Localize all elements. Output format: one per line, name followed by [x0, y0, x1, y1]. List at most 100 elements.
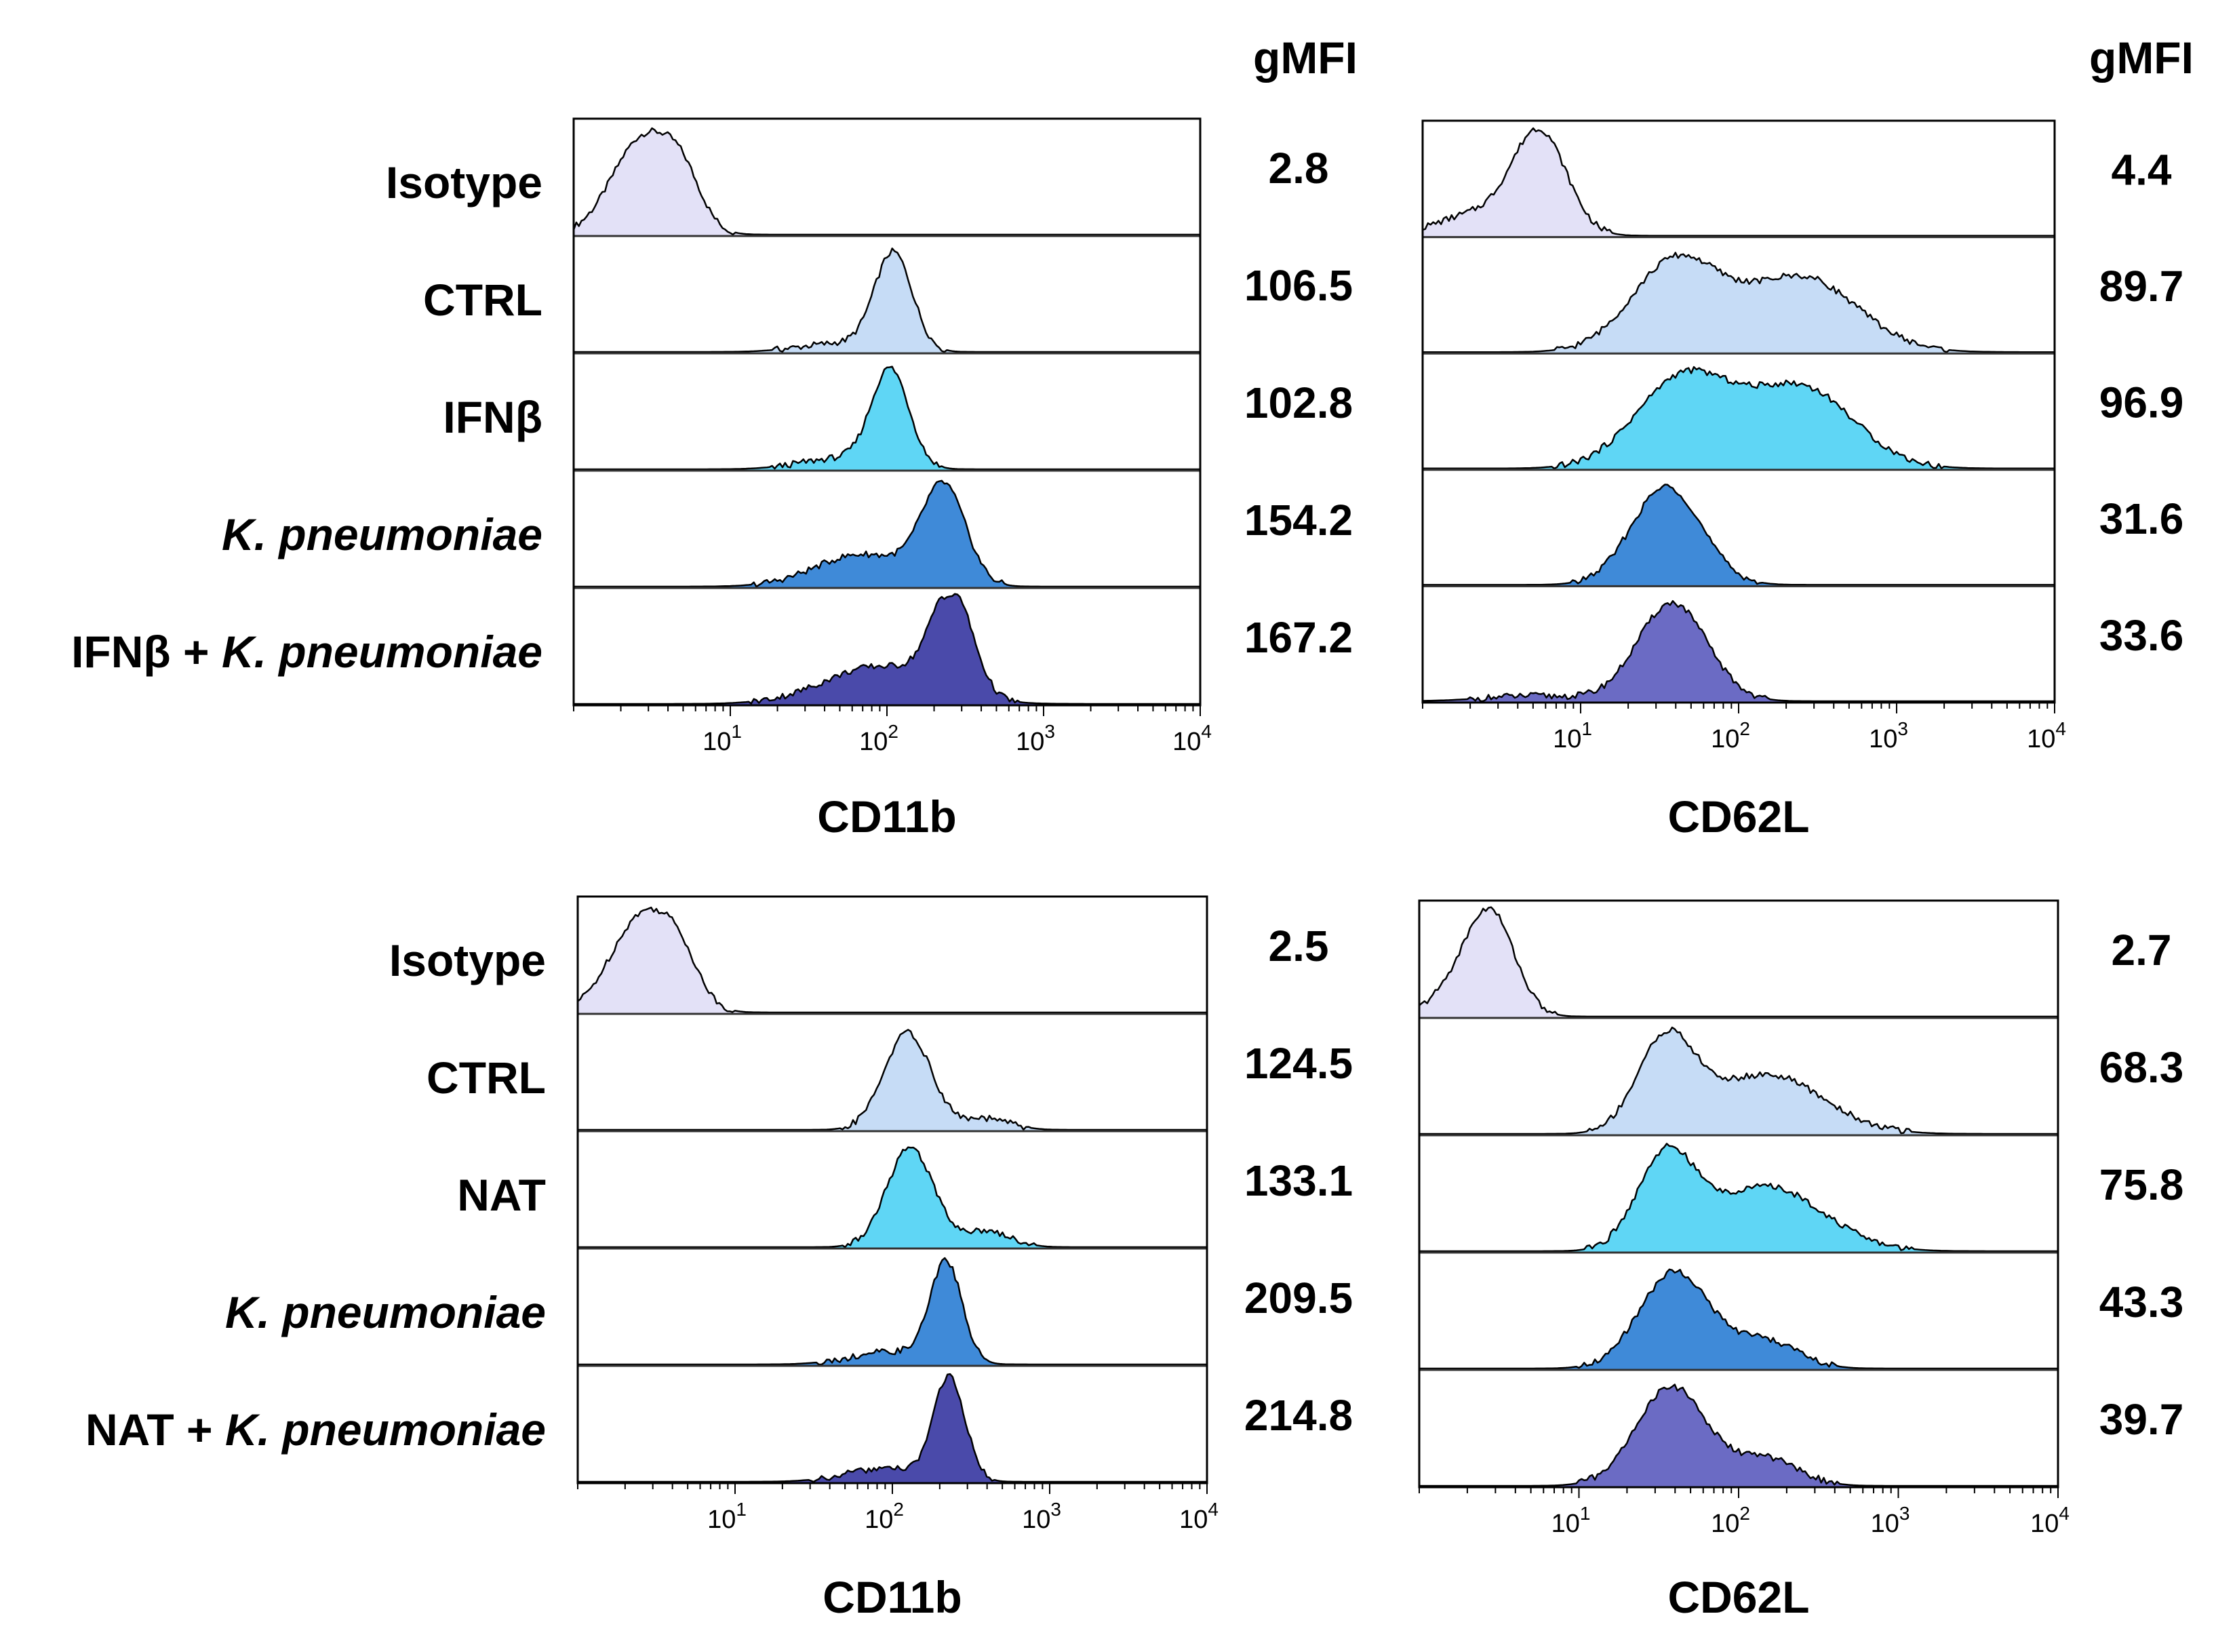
x-tick-label: 101 [703, 721, 742, 756]
gmfi-value: 214.8 [1244, 1391, 1353, 1440]
tick-base: 10 [1172, 728, 1201, 756]
gmfi-value: 39.7 [2099, 1395, 2184, 1444]
x-axis-label: CD62L [1667, 1572, 1809, 1622]
row-label: Isotype [386, 157, 542, 208]
gmfi-value: 4.4 [2112, 145, 2172, 194]
x-tick-label: 101 [1553, 718, 1592, 753]
row-label: IFNβ + K. pneumoniae [71, 627, 542, 677]
histogram-1-3 [1421, 484, 2056, 587]
tick-base: 10 [2027, 725, 2055, 753]
histogram-0-2 [572, 366, 1202, 472]
gmfi-value: 2.8 [1269, 144, 1329, 193]
row-label-part: CTRL [423, 275, 542, 325]
gmfi-header-right: gMFI [2089, 33, 2194, 83]
histogram-1-0 [1421, 127, 2056, 238]
tick-exponent: 2 [1739, 718, 1750, 739]
tick-exponent: 2 [893, 1499, 904, 1520]
row-label-part: β [515, 392, 542, 442]
tick-base: 10 [1022, 1506, 1050, 1534]
row-label: K. pneumoniae [225, 1287, 546, 1337]
histogram-2-0 [576, 906, 1208, 1015]
gmfi-value: 133.1 [1244, 1156, 1353, 1205]
row-label-part: IFN [443, 392, 515, 442]
x-tick-label: 102 [859, 721, 898, 756]
x-tick-label: 102 [865, 1499, 904, 1534]
x-tick-label: 103 [1871, 1503, 1910, 1538]
tick-base: 10 [1711, 1510, 1739, 1538]
gmfi-value: 2.7 [2112, 926, 2172, 975]
tick-exponent: 4 [2055, 718, 2066, 739]
gmfi-value: 31.6 [2099, 494, 2184, 543]
tick-base: 10 [859, 728, 888, 756]
x-tick-label: 101 [1551, 1503, 1591, 1538]
histogram-2-1 [576, 1029, 1208, 1133]
x-axis-label: CD11b [823, 1572, 962, 1622]
histogram-1-4 [1421, 599, 2056, 704]
tick-base: 10 [703, 728, 731, 756]
tick-base: 10 [2030, 1510, 2059, 1538]
gmfi-value: 102.8 [1244, 378, 1353, 427]
row-label: CTRL [423, 275, 542, 325]
histogram-1-1 [1421, 252, 2056, 355]
row-label-part: IFN [71, 627, 143, 677]
row-label: NAT [457, 1170, 546, 1220]
tick-base: 10 [1179, 1506, 1208, 1534]
histogram-3-4 [1418, 1383, 2059, 1489]
tick-exponent: 4 [1208, 1499, 1219, 1520]
histogram-3-1 [1418, 1026, 2059, 1137]
row-label-part: K. pneumoniae [222, 627, 542, 677]
histogram-2-2 [576, 1146, 1208, 1250]
tick-exponent: 3 [1044, 721, 1055, 742]
histogram-1-2 [1421, 366, 2056, 471]
row-label: NAT + K. pneumoniae [85, 1404, 546, 1455]
tick-base: 10 [1016, 728, 1044, 756]
row-label: K. pneumoniae [222, 509, 542, 559]
row-label: Isotype [389, 935, 546, 985]
gmfi-value: 124.5 [1244, 1039, 1353, 1088]
tick-exponent: 4 [2059, 1503, 2070, 1524]
gmfi-headers: gMFI gMFI [1253, 33, 2194, 83]
x-tick-label: 103 [1869, 718, 1908, 753]
row-label: IFNβ [443, 392, 542, 442]
gmfi-value: 75.8 [2099, 1160, 2184, 1209]
tick-exponent: 1 [731, 721, 742, 742]
x-tick-label: 104 [1172, 721, 1212, 756]
row-label-part: NAT [457, 1170, 546, 1220]
tick-base: 10 [1553, 725, 1581, 753]
gmfi-value: 106.5 [1244, 261, 1353, 310]
tick-base: 10 [865, 1506, 893, 1534]
row-label-part: NAT + [85, 1404, 225, 1455]
gmfi-value: 167.2 [1244, 613, 1353, 662]
gmfi-value: 96.9 [2099, 378, 2184, 427]
row-label-part: CTRL [427, 1053, 546, 1103]
row-label-part: Isotype [386, 157, 542, 208]
tick-base: 10 [1711, 725, 1739, 753]
x-tick-label: 104 [1179, 1499, 1219, 1534]
x-tick-label: 104 [2027, 718, 2066, 753]
x-tick-label: 102 [1711, 1503, 1750, 1538]
gmfi-value: 68.3 [2099, 1043, 2184, 1092]
x-tick-label: 102 [1711, 718, 1750, 753]
x-axis-label: CD62L [1667, 791, 1809, 842]
gmfi-value: 2.5 [1269, 922, 1329, 970]
row-label: CTRL [427, 1053, 546, 1103]
tick-exponent: 3 [1050, 1499, 1061, 1520]
tick-exponent: 1 [1580, 1503, 1591, 1524]
histogram-3-2 [1418, 1143, 2059, 1254]
x-axis-label: CD11b [817, 791, 956, 842]
gmfi-value: 209.5 [1244, 1274, 1353, 1322]
x-tick-label: 101 [707, 1499, 747, 1534]
tick-exponent: 1 [736, 1499, 747, 1520]
row-label-part: β [143, 627, 170, 677]
histogram-3-0 [1418, 906, 2059, 1019]
tick-exponent: 4 [1201, 721, 1212, 742]
tick-exponent: 3 [1897, 718, 1908, 739]
tick-base: 10 [707, 1506, 736, 1534]
histogram-0-1 [572, 248, 1202, 355]
gmfi-value: 154.2 [1244, 496, 1353, 545]
row-label-part: K. pneumoniae [222, 509, 542, 559]
